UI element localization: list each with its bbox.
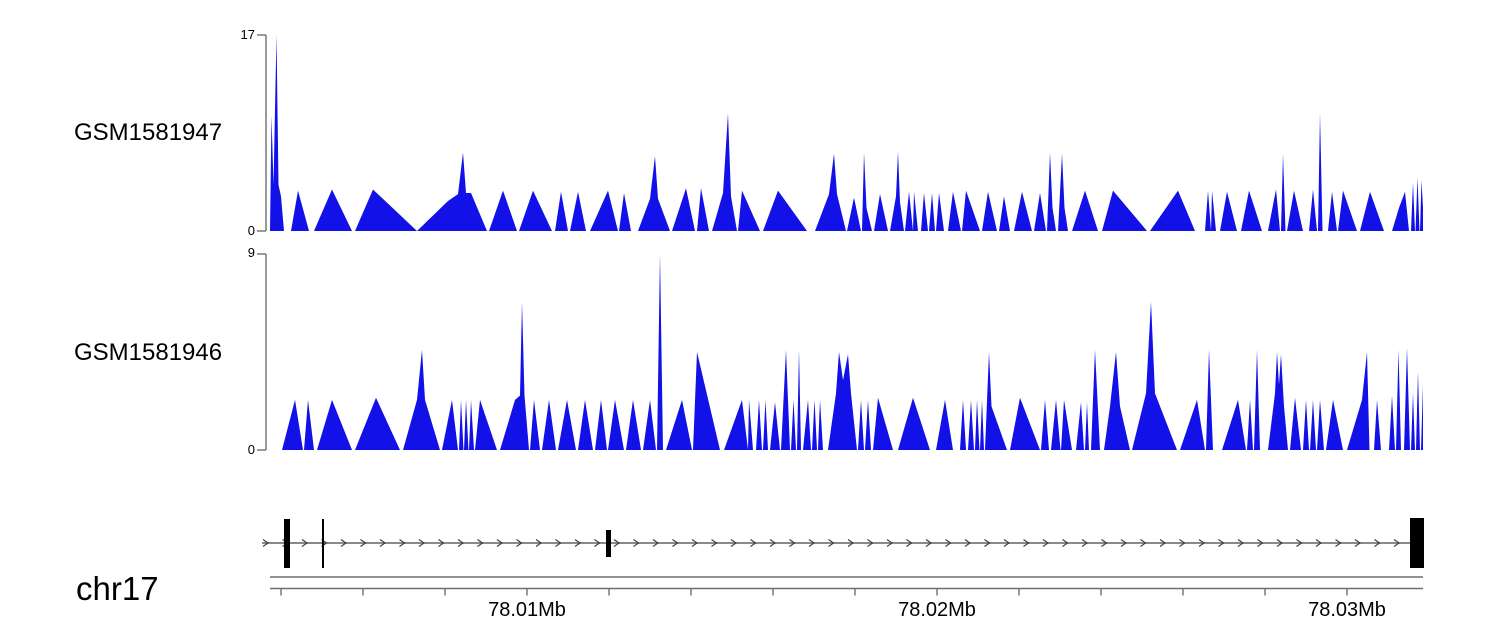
- axis-tick-label-78-03mb: 78.03Mb: [1308, 599, 1386, 621]
- track2-yaxis-min-label: 0: [247, 442, 255, 457]
- track2-yaxis-max-label: 9: [247, 245, 255, 260]
- axis-tick-label-78-01mb: 78.01Mb: [488, 599, 566, 621]
- track1-label: GSM1581947: [74, 119, 223, 146]
- track2-label: GSM1581946: [74, 339, 223, 366]
- axis-tick-label-78-02mb: 78.02Mb: [898, 599, 976, 621]
- chromosome-label: chr17: [76, 570, 159, 607]
- track1-yaxis-max-label: 17: [240, 27, 255, 42]
- track1-yaxis-min-label: 0: [247, 223, 255, 238]
